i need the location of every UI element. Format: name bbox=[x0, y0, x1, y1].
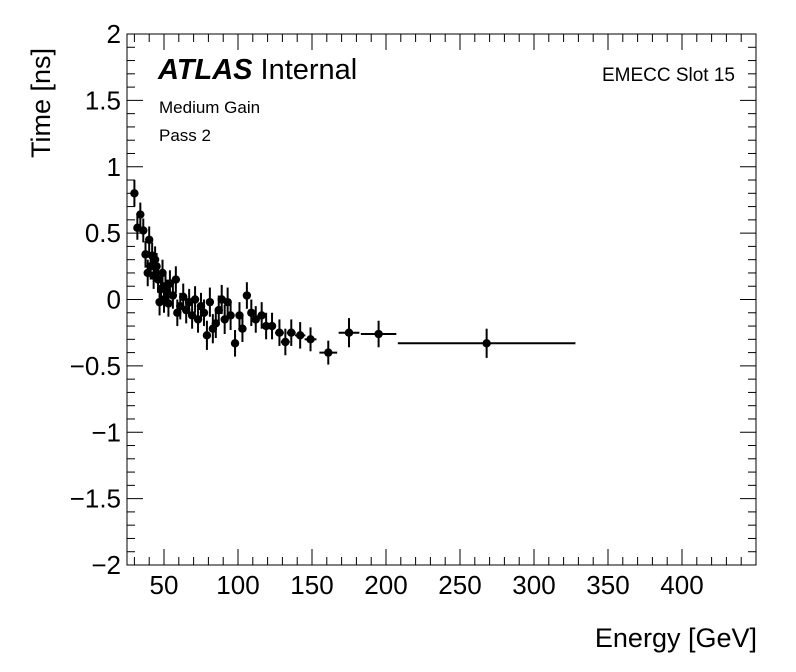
data-marker bbox=[230, 339, 240, 348]
data-point bbox=[136, 202, 145, 227]
data-marker bbox=[187, 311, 197, 320]
slot-label: EMECC Slot 15 bbox=[602, 65, 735, 86]
atlas-experiment-label: ATLAS bbox=[157, 54, 253, 86]
data-point bbox=[171, 266, 181, 293]
data-point bbox=[139, 218, 148, 243]
x-tick-label: 250 bbox=[438, 570, 481, 600]
data-point bbox=[205, 287, 215, 317]
data-marker bbox=[482, 339, 491, 348]
data-point bbox=[199, 299, 209, 327]
gain-label: Medium Gain bbox=[159, 98, 260, 117]
data-marker bbox=[164, 299, 173, 308]
data-marker bbox=[374, 329, 383, 339]
data-point bbox=[230, 330, 240, 357]
data-marker bbox=[145, 235, 154, 244]
data-points bbox=[130, 180, 576, 365]
data-point bbox=[145, 226, 154, 254]
y-tick-label: −2 bbox=[91, 550, 121, 580]
data-point bbox=[220, 304, 229, 335]
data-point bbox=[226, 300, 235, 331]
data-marker bbox=[199, 308, 209, 317]
x-tick-label: 350 bbox=[586, 570, 629, 600]
y-tick-label: −1 bbox=[91, 417, 121, 447]
data-marker bbox=[257, 311, 266, 320]
data-marker bbox=[220, 315, 229, 324]
y-tick-label: 0 bbox=[107, 285, 121, 315]
data-point bbox=[294, 322, 306, 349]
axis-ticks bbox=[127, 33, 757, 566]
data-marker bbox=[171, 275, 181, 284]
pass-label: Pass 2 bbox=[159, 126, 211, 145]
data-point bbox=[202, 320, 212, 350]
data-point bbox=[304, 327, 317, 352]
x-axis-title: Energy [GeV] bbox=[595, 623, 757, 653]
data-marker bbox=[247, 308, 256, 317]
data-marker bbox=[275, 328, 284, 337]
data-point bbox=[247, 299, 256, 327]
data-point bbox=[286, 319, 296, 346]
data-marker bbox=[287, 328, 296, 337]
y-axis-title: Time [ns] bbox=[26, 48, 56, 158]
data-marker bbox=[141, 250, 150, 259]
data-marker bbox=[205, 297, 215, 307]
data-marker bbox=[238, 324, 247, 333]
data-point bbox=[397, 328, 576, 358]
x-tick-label: 150 bbox=[290, 570, 333, 600]
data-marker bbox=[267, 321, 277, 331]
data-marker bbox=[251, 315, 260, 324]
data-point bbox=[238, 315, 247, 342]
data-marker bbox=[139, 226, 148, 235]
data-point bbox=[193, 306, 203, 333]
data-point bbox=[275, 319, 284, 346]
x-tick-label: 50 bbox=[150, 570, 179, 600]
y-tick-label: 2 bbox=[107, 19, 121, 49]
atlas-label: ATLAS Internal bbox=[157, 54, 357, 86]
data-marker bbox=[152, 262, 161, 271]
data-marker bbox=[168, 291, 178, 300]
data-point bbox=[130, 180, 139, 207]
data-point bbox=[319, 340, 338, 365]
data-point bbox=[187, 302, 197, 329]
data-marker bbox=[190, 295, 200, 304]
data-point bbox=[267, 312, 277, 340]
y-tick-label: 1.5 bbox=[85, 85, 121, 115]
data-marker bbox=[306, 335, 315, 344]
data-point bbox=[190, 286, 200, 313]
data-point bbox=[164, 290, 173, 317]
data-marker bbox=[281, 337, 290, 347]
x-tick-label: 100 bbox=[216, 570, 259, 600]
y-tick-label: 0.5 bbox=[85, 218, 121, 248]
data-point bbox=[338, 318, 360, 348]
data-marker bbox=[324, 348, 333, 357]
x-tick-label: 400 bbox=[660, 570, 703, 600]
data-point bbox=[168, 282, 178, 309]
data-marker bbox=[344, 328, 354, 337]
axis-tick-labels: 50 100 150 200 250 300 350 400 2 1.5 1 0.5 0 −0.5 −1 −1… bbox=[70, 19, 704, 600]
atlas-status-label: Internal bbox=[261, 54, 358, 86]
y-tick-label: 1 bbox=[107, 152, 121, 182]
x-tick-label: 200 bbox=[364, 570, 407, 600]
data-point bbox=[360, 320, 397, 348]
data-marker bbox=[136, 210, 145, 219]
data-marker bbox=[202, 331, 212, 340]
data-point bbox=[141, 241, 150, 268]
data-marker bbox=[261, 321, 271, 331]
y-tick-label: −1.5 bbox=[70, 484, 121, 514]
data-marker bbox=[226, 311, 235, 320]
data-point bbox=[242, 282, 252, 309]
y-tick-label: −0.5 bbox=[70, 351, 121, 381]
data-marker bbox=[130, 189, 139, 198]
data-marker bbox=[242, 291, 252, 300]
data-point bbox=[280, 328, 290, 356]
data-point bbox=[257, 302, 266, 329]
data-marker bbox=[295, 331, 305, 340]
x-tick-label: 300 bbox=[512, 570, 555, 600]
data-point bbox=[251, 306, 260, 333]
